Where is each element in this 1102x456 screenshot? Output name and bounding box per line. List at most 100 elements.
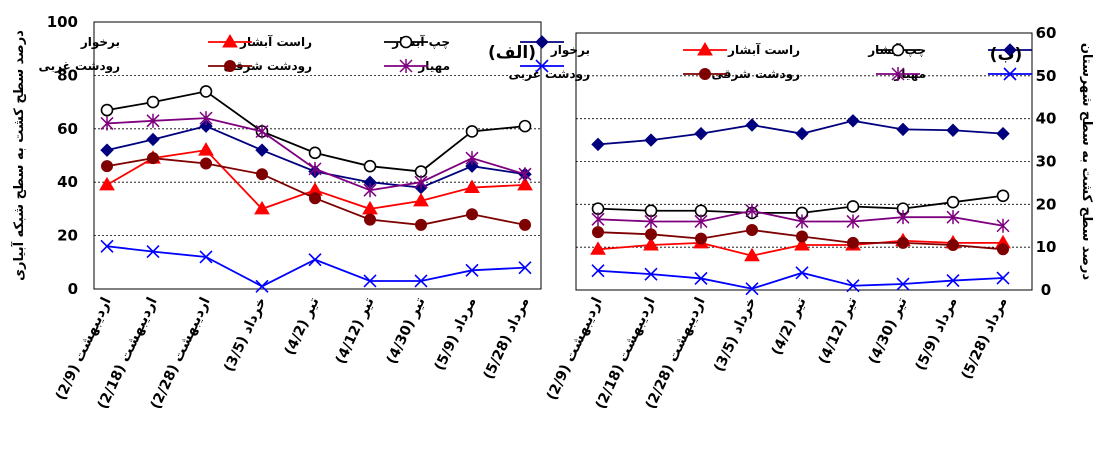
legend-marker-shape	[697, 42, 713, 56]
chart-panel-alef: 0 20 40 60 80 100 درصد سطح کشت به سطح شبکه آبی…	[10, 13, 564, 412]
data-point-shape	[695, 232, 707, 245]
data-point	[846, 200, 860, 213]
data-point	[997, 243, 1009, 256]
data-point-shape	[645, 228, 657, 241]
data-point	[946, 274, 960, 288]
data-point-shape	[846, 279, 860, 293]
data-point-shape	[308, 161, 322, 176]
legend-label: برخوار	[80, 35, 120, 50]
data-point-shape	[413, 192, 429, 207]
data-point-shape	[590, 241, 606, 255]
data-point	[847, 236, 859, 249]
data-point-shape	[694, 214, 708, 229]
data-point	[591, 212, 605, 227]
data-point-shape	[946, 274, 960, 288]
data-point-shape	[308, 253, 322, 267]
data-point	[644, 133, 658, 147]
data-point-shape	[100, 103, 114, 117]
x-tick-label: مرداد (5/9)	[432, 295, 480, 373]
y-tick-label: 0	[1041, 281, 1051, 299]
data-point-shape	[744, 247, 760, 262]
data-point	[996, 126, 1010, 141]
data-point	[591, 264, 605, 278]
data-point	[645, 228, 657, 241]
data-point-shape	[846, 200, 860, 213]
y-tick-label: 40	[1036, 110, 1057, 128]
data-point	[796, 230, 808, 243]
data-point-shape	[466, 208, 478, 221]
data-point-shape	[996, 126, 1010, 141]
legend-label: راست آبشار	[239, 34, 312, 49]
data-point-shape	[465, 263, 479, 277]
data-point	[413, 192, 429, 207]
data-point-shape	[996, 271, 1010, 285]
data-point	[364, 213, 376, 226]
legend-label: رودشت غربی	[508, 67, 590, 82]
legend-marker-shape	[535, 59, 549, 73]
data-point-shape	[363, 274, 377, 288]
data-point-shape	[694, 126, 708, 141]
data-point	[363, 274, 377, 288]
data-point-shape	[896, 210, 910, 225]
y-axis-title: درصد سطح کشت به سطح شبکه آبیاری	[10, 30, 27, 281]
y-tick-label: 30	[1036, 153, 1057, 171]
legend-marker	[399, 59, 413, 73]
data-point-shape	[795, 214, 809, 229]
data-point	[996, 218, 1010, 233]
data-point-shape	[309, 192, 321, 205]
x-tick-label: مرداد (5/28)	[959, 295, 1011, 382]
data-point-shape	[256, 168, 268, 181]
data-point-shape	[101, 160, 113, 173]
y-tick-label: 100	[47, 13, 78, 31]
data-point	[592, 226, 604, 239]
data-point-shape	[363, 183, 377, 198]
data-point-shape	[795, 126, 809, 141]
data-point-shape	[199, 250, 213, 264]
data-point	[794, 237, 810, 251]
data-point	[414, 175, 428, 190]
x-tick-label: تیر (4/30)	[866, 295, 911, 367]
data-point	[200, 157, 212, 170]
data-point-shape	[464, 179, 480, 194]
data-point-shape	[364, 213, 376, 226]
data-point-shape	[255, 143, 269, 157]
data-point	[100, 103, 114, 117]
y-tick-label: 20	[57, 227, 78, 245]
legend-marker-shape	[535, 35, 549, 49]
data-point-shape	[796, 230, 808, 243]
data-point-shape	[255, 279, 269, 293]
data-point	[643, 237, 659, 251]
data-point	[465, 263, 479, 277]
data-point	[694, 214, 708, 229]
y-tick-label: 20	[1036, 195, 1057, 213]
data-point-shape	[745, 118, 759, 132]
data-point	[146, 113, 160, 128]
data-point-shape	[254, 200, 270, 215]
data-point-shape	[518, 119, 532, 133]
data-point-shape	[100, 239, 114, 253]
data-point-shape	[519, 218, 531, 231]
data-point	[518, 119, 532, 133]
x-tick-label: مرداد (5/28)	[481, 295, 533, 382]
data-point	[519, 218, 531, 231]
data-point	[199, 111, 213, 126]
legend-marker-shape	[399, 59, 413, 73]
data-point-shape	[896, 122, 910, 137]
data-point-shape	[363, 159, 377, 173]
data-point	[466, 208, 478, 221]
legend-label: رودشت غربی	[38, 59, 120, 74]
data-point	[947, 239, 959, 252]
legend-marker	[399, 35, 413, 49]
data-point-shape	[996, 189, 1010, 203]
y-tick-label: 60	[57, 120, 78, 138]
legend-marker-shape	[224, 60, 236, 72]
data-point	[99, 176, 115, 191]
data-point	[518, 167, 532, 182]
data-point	[414, 274, 428, 288]
data-point-shape	[99, 176, 115, 191]
y-tick-label: 0	[68, 280, 78, 298]
data-point-shape	[146, 113, 160, 128]
data-point-shape	[146, 95, 160, 109]
data-point	[745, 118, 759, 132]
